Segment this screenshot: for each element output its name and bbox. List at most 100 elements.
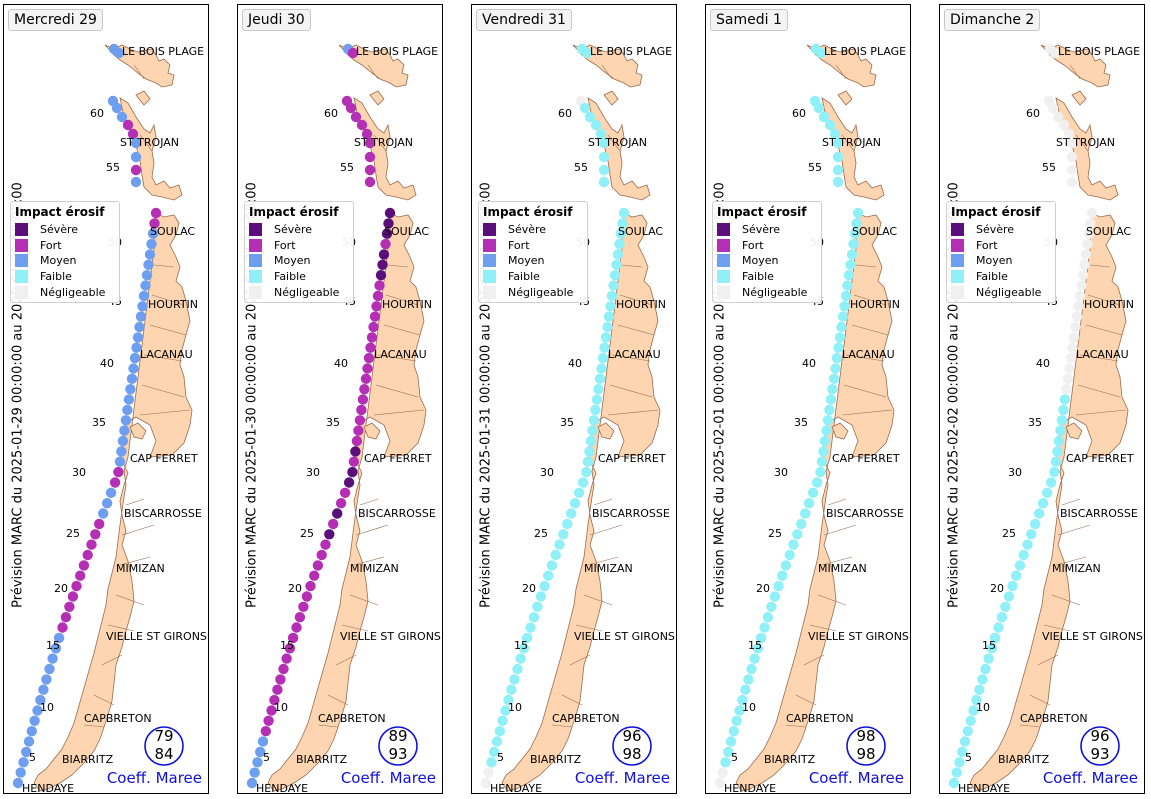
erosion-impact-dot xyxy=(347,466,358,478)
erosion-impact-dot xyxy=(18,757,29,768)
erosion-impact-dot xyxy=(515,653,526,664)
legend-label: Moyen xyxy=(976,254,1013,268)
legend-swatch xyxy=(483,285,496,299)
km-marker: 30 xyxy=(774,466,788,479)
commune-boundary xyxy=(823,524,857,536)
erosion-impact-dot xyxy=(272,684,283,695)
legend-swatch xyxy=(15,270,28,284)
town-label: CAPBRETON xyxy=(552,712,620,725)
commune-boundary xyxy=(1075,409,1127,416)
town-label: LE BOIS PLAGE xyxy=(1058,45,1140,58)
km-marker: 15 xyxy=(514,639,528,652)
erosion-impact-dot xyxy=(968,705,979,716)
erosion-impact-dot xyxy=(29,715,40,726)
land-area xyxy=(1065,422,1083,440)
erosion-impact-dot xyxy=(569,498,581,509)
commune-boundary xyxy=(153,264,175,268)
erosion-impact-dot xyxy=(116,446,127,457)
land-area xyxy=(353,97,417,201)
erosion-impact-dot xyxy=(1066,176,1078,188)
erosion-impact-dot xyxy=(852,207,864,219)
erosion-impact-dot xyxy=(364,164,376,176)
commune-boundary xyxy=(845,354,885,362)
km-marker: 15 xyxy=(748,639,762,652)
legend: Impact érosif Sévère Fort Moyen Faible Néglig… xyxy=(946,201,1056,303)
erosion-impact-dot xyxy=(1056,415,1068,426)
km-marker: 60 xyxy=(558,107,572,120)
town-label: SOULAC xyxy=(852,225,897,238)
commune-boundary xyxy=(349,594,379,606)
km-marker: 40 xyxy=(802,357,816,370)
erosion-impact-dot xyxy=(811,477,823,488)
legend-title: Impact érosif xyxy=(717,205,807,219)
commune-boundary xyxy=(375,384,419,398)
town-label: SOULAC xyxy=(384,225,429,238)
erosion-impact-dot xyxy=(94,518,105,530)
erosion-impact-dot xyxy=(140,280,151,291)
erosion-impact-dot xyxy=(98,508,109,519)
km-marker: 20 xyxy=(756,582,770,595)
town-label: ST TROJAN xyxy=(1056,136,1115,149)
legend-label: Négligeable xyxy=(274,285,340,299)
erosion-impact-dot xyxy=(38,684,49,695)
km-marker: 55 xyxy=(574,161,588,174)
land-area xyxy=(587,97,651,201)
commune-boundary xyxy=(341,624,369,632)
commune-boundary xyxy=(853,294,887,306)
legend-entry: Moyen xyxy=(951,253,1051,269)
legend-label: Faible xyxy=(508,270,540,284)
town-label: ST TROJAN xyxy=(120,136,179,149)
commune-boundary xyxy=(809,624,837,632)
commune-boundary xyxy=(139,409,191,416)
km-marker: 10 xyxy=(742,701,756,714)
erosion-impact-dot xyxy=(512,663,523,675)
erosion-impact-dot xyxy=(146,238,157,250)
commune-boundary xyxy=(841,134,855,152)
erosion-impact-dot xyxy=(582,456,594,467)
erosion-impact-dot xyxy=(1079,259,1090,270)
town-label: BISCARROSSE xyxy=(1060,507,1138,520)
legend-label: Faible xyxy=(274,270,306,284)
town-label: HENDAYE xyxy=(22,782,74,794)
erosion-impact-dot xyxy=(350,111,362,123)
land-area xyxy=(501,212,661,792)
erosion-impact-dot xyxy=(762,612,774,623)
km-marker: 40 xyxy=(1036,357,1050,370)
commune-boundary xyxy=(1087,294,1121,306)
erosion-impact-dot xyxy=(141,270,153,281)
legend-entry: Fort xyxy=(717,238,817,254)
legend-label: Sévère xyxy=(976,223,1015,237)
commune-boundary xyxy=(851,324,889,336)
km-marker: 20 xyxy=(522,582,536,595)
erosion-impact-dot xyxy=(67,591,79,602)
day-title: Jeudi 30 xyxy=(242,9,311,31)
km-marker: 5 xyxy=(965,751,972,764)
erosion-impact-dot xyxy=(593,384,604,395)
land-area xyxy=(267,212,427,792)
commune-boundary xyxy=(611,354,651,362)
erosion-impact-dot xyxy=(518,643,530,654)
commune-boundary xyxy=(119,556,151,566)
erosion-impact-dot xyxy=(483,767,494,778)
erosion-impact-dot xyxy=(350,446,361,457)
erosion-impact-dot xyxy=(1070,321,1081,333)
erosion-impact-dot xyxy=(47,653,58,664)
commune-boundary xyxy=(803,654,825,666)
legend-swatch xyxy=(717,238,730,252)
erosion-impact-dot xyxy=(800,508,811,519)
erosion-impact-dot xyxy=(332,508,343,519)
erosion-impact-dot xyxy=(720,757,731,768)
town-label: BISCARROSSE xyxy=(592,507,670,520)
km-marker: 20 xyxy=(288,582,302,595)
town-label: MIMIZAN xyxy=(1052,562,1101,575)
erosion-impact-dot xyxy=(252,757,263,768)
erosion-impact-dot xyxy=(491,736,503,747)
legend-swatch xyxy=(483,238,496,252)
erosion-impact-dot xyxy=(1047,102,1059,114)
town-label: CAP FERRET xyxy=(1066,452,1134,465)
erosion-impact-dot xyxy=(1071,311,1083,322)
day-title: Vendredi 31 xyxy=(476,9,572,31)
commune-boundary xyxy=(1075,134,1089,152)
erosion-impact-dot xyxy=(1066,151,1078,163)
erosion-impact-dot xyxy=(364,176,376,188)
